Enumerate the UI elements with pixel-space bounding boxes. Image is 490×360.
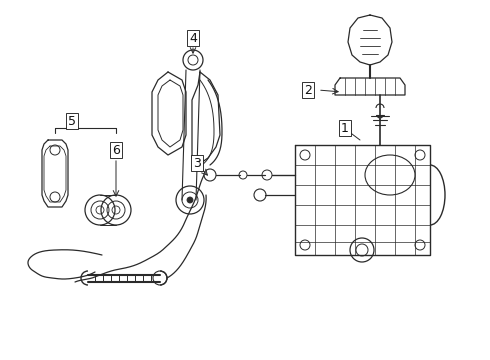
Text: 4: 4 (189, 32, 197, 45)
Text: 1: 1 (341, 122, 349, 135)
Circle shape (187, 197, 193, 203)
Text: 3: 3 (193, 157, 201, 170)
Text: 5: 5 (68, 114, 76, 127)
Text: 2: 2 (304, 84, 312, 96)
Text: 6: 6 (112, 144, 120, 157)
